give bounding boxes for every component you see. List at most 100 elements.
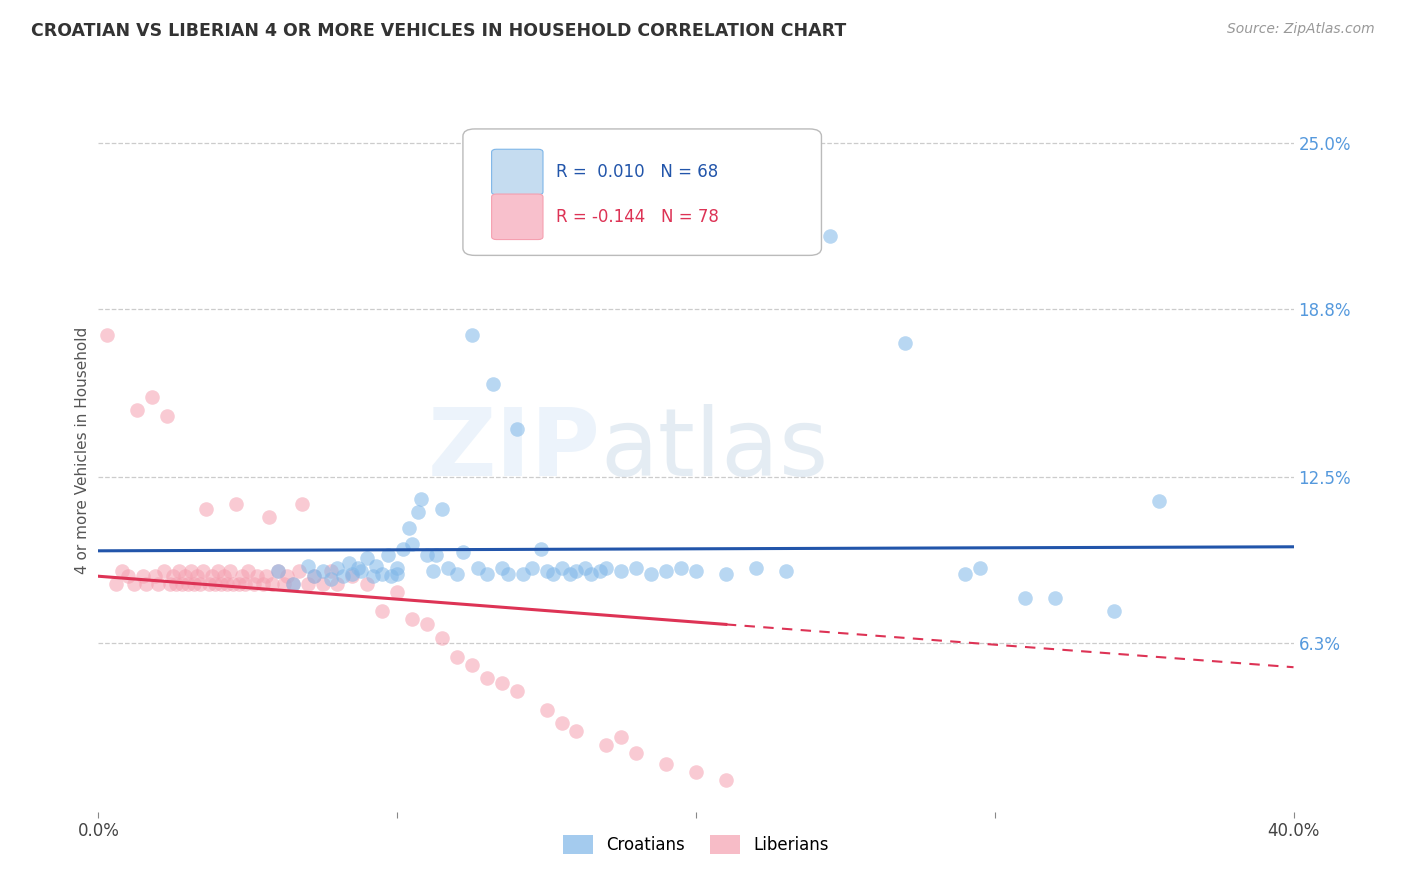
Point xyxy=(231,569,253,583)
Point xyxy=(685,764,707,779)
Point xyxy=(1014,591,1036,605)
Point xyxy=(371,604,394,618)
Point xyxy=(257,510,280,524)
Point xyxy=(350,564,373,578)
Point xyxy=(198,577,221,591)
Point xyxy=(148,577,170,591)
Point xyxy=(291,497,314,511)
Point xyxy=(209,577,232,591)
Point xyxy=(302,569,325,583)
Point xyxy=(714,566,737,581)
Point xyxy=(225,497,247,511)
Point xyxy=(626,561,648,575)
Point xyxy=(212,569,235,583)
Point xyxy=(363,569,385,583)
Point xyxy=(191,564,214,578)
Point xyxy=(321,572,343,586)
Point xyxy=(273,577,295,591)
Point xyxy=(385,561,409,575)
Point xyxy=(626,746,648,760)
Point xyxy=(332,569,354,583)
Point xyxy=(467,561,489,575)
Point xyxy=(610,564,633,578)
Point xyxy=(347,561,370,575)
Point xyxy=(1043,591,1066,605)
Point xyxy=(326,561,349,575)
Point xyxy=(156,409,179,423)
Legend: Croatians, Liberians: Croatians, Liberians xyxy=(562,835,830,854)
Point xyxy=(550,561,572,575)
Text: Source: ZipAtlas.com: Source: ZipAtlas.com xyxy=(1227,22,1375,37)
Point xyxy=(512,566,534,581)
Point xyxy=(461,657,484,672)
Point xyxy=(401,537,423,551)
Point xyxy=(411,491,433,506)
Point xyxy=(380,569,402,583)
Point xyxy=(595,738,617,752)
Point xyxy=(398,521,420,535)
Point xyxy=(446,649,468,664)
Point xyxy=(195,502,218,516)
Point xyxy=(430,631,453,645)
Point xyxy=(356,550,378,565)
Point xyxy=(1147,494,1170,508)
Point xyxy=(267,564,290,578)
Point xyxy=(446,566,468,581)
Point xyxy=(610,730,633,744)
Point xyxy=(491,561,513,575)
Point xyxy=(159,577,181,591)
Point xyxy=(655,564,678,578)
Point xyxy=(371,566,394,581)
Point xyxy=(560,566,582,581)
Point xyxy=(252,577,274,591)
Point xyxy=(482,376,505,391)
Point xyxy=(287,564,309,578)
Point xyxy=(714,772,737,787)
Point xyxy=(422,564,444,578)
Point xyxy=(302,569,325,583)
Point xyxy=(685,564,707,578)
Point xyxy=(105,577,128,591)
Point xyxy=(311,564,333,578)
Point xyxy=(183,577,205,591)
Point xyxy=(655,756,678,771)
Point xyxy=(188,577,211,591)
Point xyxy=(321,564,343,578)
Point xyxy=(541,566,564,581)
Point xyxy=(117,569,139,583)
Point xyxy=(228,577,250,591)
Point xyxy=(342,569,364,583)
Point xyxy=(339,556,361,570)
Point xyxy=(550,716,572,731)
Point xyxy=(165,577,187,591)
Point xyxy=(385,585,409,599)
Point xyxy=(132,569,155,583)
Point xyxy=(530,542,553,557)
Point xyxy=(172,577,194,591)
Point xyxy=(246,569,269,583)
Point xyxy=(96,328,118,343)
FancyBboxPatch shape xyxy=(463,129,821,255)
Point xyxy=(581,566,603,581)
Point xyxy=(219,564,242,578)
Point xyxy=(595,561,617,575)
Point xyxy=(820,229,842,244)
Point xyxy=(267,564,290,578)
Point xyxy=(416,548,439,562)
Point xyxy=(326,577,349,591)
Point xyxy=(475,566,498,581)
Point xyxy=(669,561,692,575)
Point xyxy=(207,564,229,578)
Point xyxy=(401,612,423,626)
Point xyxy=(177,577,200,591)
Point xyxy=(281,577,304,591)
Point xyxy=(215,577,238,591)
Point xyxy=(356,577,378,591)
Point xyxy=(953,566,976,581)
Point xyxy=(162,569,184,583)
Point xyxy=(451,545,474,559)
Point xyxy=(141,390,163,404)
Point xyxy=(204,577,226,591)
Point xyxy=(377,548,399,562)
Text: atlas: atlas xyxy=(600,404,828,497)
